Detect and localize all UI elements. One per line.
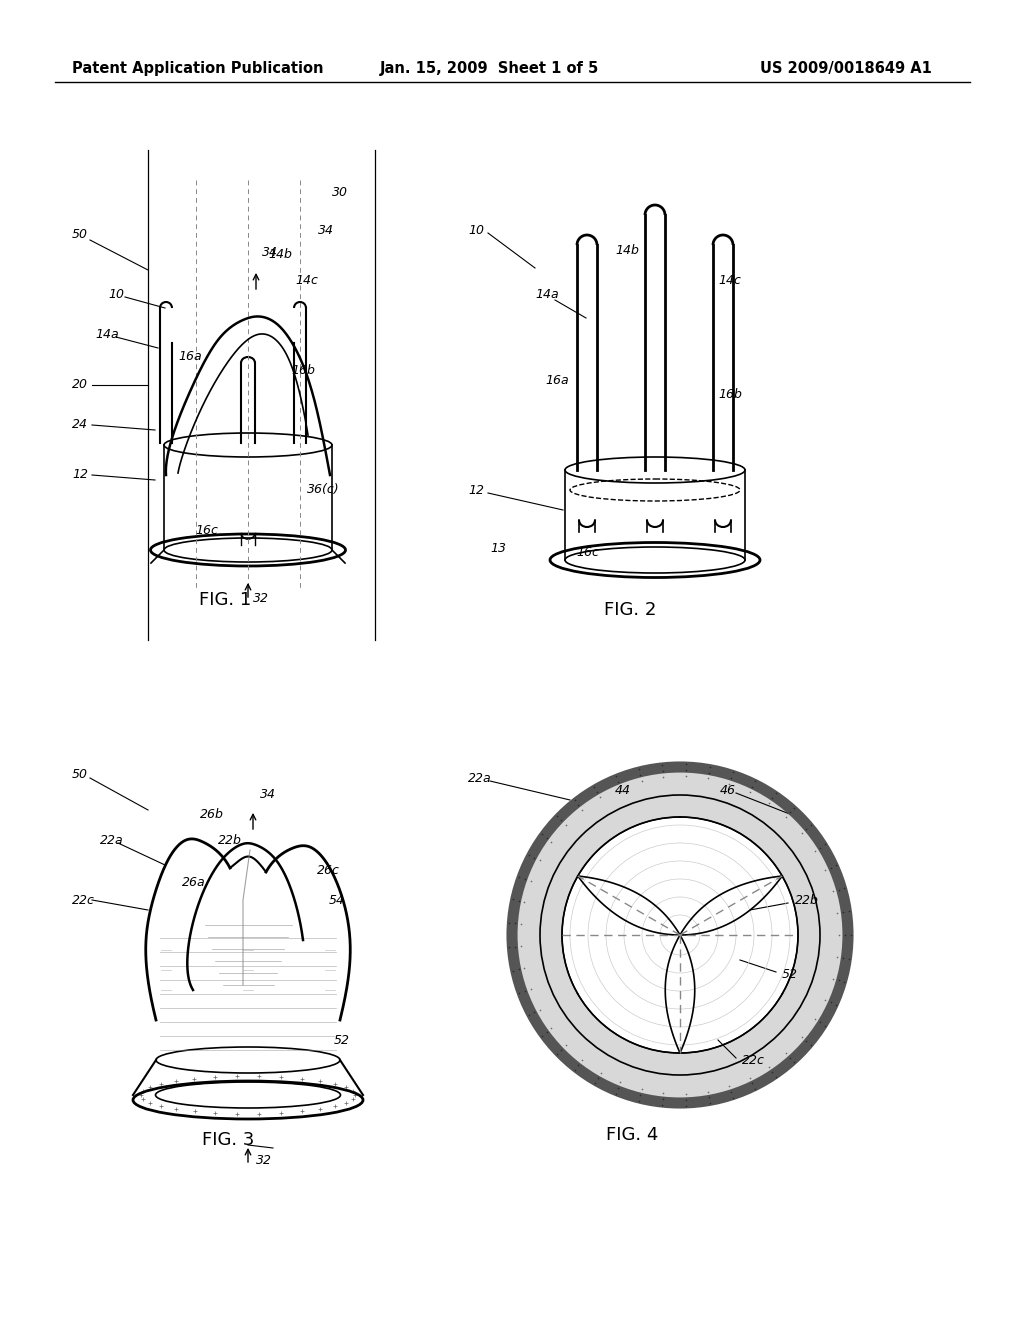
Text: FIG. 4: FIG. 4 <box>606 1126 658 1144</box>
Text: 16b: 16b <box>291 363 315 376</box>
Text: 26a: 26a <box>182 875 206 888</box>
Text: 16c: 16c <box>195 524 218 536</box>
Text: 52: 52 <box>782 969 798 982</box>
Text: 12: 12 <box>468 483 484 496</box>
Text: 26c: 26c <box>317 863 340 876</box>
Text: 16b: 16b <box>718 388 741 401</box>
Text: 50: 50 <box>72 768 88 781</box>
Text: 32: 32 <box>253 591 269 605</box>
Text: FIG. 3: FIG. 3 <box>202 1131 254 1148</box>
Text: 14a: 14a <box>95 329 119 342</box>
Text: 22c: 22c <box>72 894 95 907</box>
Text: 14c: 14c <box>295 273 317 286</box>
Text: 14b: 14b <box>268 248 292 261</box>
Text: 46: 46 <box>720 784 736 796</box>
Text: 12: 12 <box>72 469 88 482</box>
Text: 14a: 14a <box>535 289 559 301</box>
Text: US 2009/0018649 A1: US 2009/0018649 A1 <box>760 61 932 75</box>
Circle shape <box>512 767 848 1104</box>
Text: FIG. 1: FIG. 1 <box>199 591 251 609</box>
Text: 10: 10 <box>468 223 484 236</box>
Text: 20: 20 <box>72 379 88 392</box>
Text: 30: 30 <box>332 186 348 198</box>
Text: 14c: 14c <box>718 273 741 286</box>
Text: 34: 34 <box>318 223 334 236</box>
Text: 34: 34 <box>262 247 278 260</box>
Text: 22b: 22b <box>218 833 242 846</box>
Text: 16a: 16a <box>545 374 568 387</box>
Text: 52: 52 <box>334 1034 350 1047</box>
Text: 22a: 22a <box>100 833 124 846</box>
Text: 10: 10 <box>108 289 124 301</box>
Text: 16c: 16c <box>575 545 599 558</box>
Circle shape <box>562 817 798 1053</box>
Text: 36(c): 36(c) <box>307 483 340 496</box>
Text: 22c: 22c <box>742 1053 765 1067</box>
Text: 34: 34 <box>260 788 276 801</box>
Text: 50: 50 <box>72 228 88 242</box>
Text: 24: 24 <box>72 418 88 432</box>
Text: 44: 44 <box>615 784 631 796</box>
Text: FIG. 2: FIG. 2 <box>604 601 656 619</box>
Text: Jan. 15, 2009  Sheet 1 of 5: Jan. 15, 2009 Sheet 1 of 5 <box>380 61 599 75</box>
Text: 14b: 14b <box>615 243 639 256</box>
Text: Patent Application Publication: Patent Application Publication <box>72 61 324 75</box>
Text: 16a: 16a <box>178 351 202 363</box>
Text: 13: 13 <box>490 541 506 554</box>
Text: 22a: 22a <box>468 771 492 784</box>
Text: 54: 54 <box>329 894 345 907</box>
Text: 26b: 26b <box>200 808 224 821</box>
Text: 32: 32 <box>256 1154 272 1167</box>
Text: 22b: 22b <box>795 894 819 907</box>
